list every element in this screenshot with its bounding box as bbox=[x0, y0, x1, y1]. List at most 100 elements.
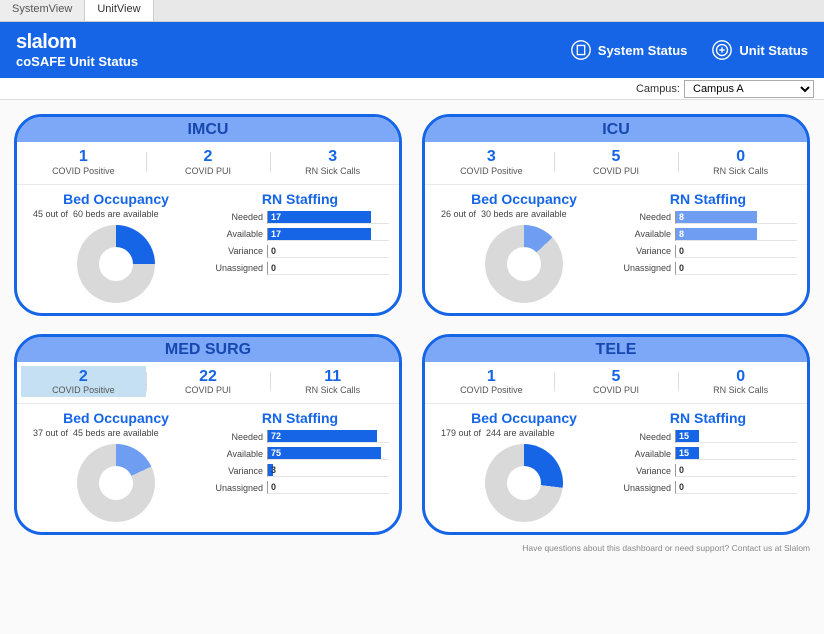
unit-title: TELE bbox=[425, 337, 807, 362]
staff-row: Needed 17 bbox=[211, 211, 389, 224]
staff-row: Needed 15 bbox=[619, 430, 797, 443]
building-icon bbox=[570, 39, 592, 61]
staff-row: Needed 8 bbox=[619, 211, 797, 224]
stat-value: 2 bbox=[25, 368, 142, 386]
staff-row-label: Available bbox=[619, 229, 671, 239]
rn-staffing: RN Staffing Needed 17 Available 17 Varia… bbox=[211, 191, 389, 303]
donut-chart bbox=[77, 444, 155, 522]
staff-bar: 8 bbox=[675, 228, 797, 241]
staff-bar-value: 0 bbox=[271, 245, 276, 258]
staff-bar: 17 bbox=[267, 211, 389, 224]
unit-card-imcu: IMCU 1 COVID Positive 2 COVID PUI 3 RN S… bbox=[14, 114, 402, 316]
staff-row-label: Needed bbox=[211, 432, 263, 442]
stat-covid-pui[interactable]: 22 COVID PUI bbox=[146, 366, 271, 398]
unit-title: IMCU bbox=[17, 117, 399, 142]
staff-bar-value: 8 bbox=[679, 228, 684, 241]
staff-row: Variance 3 bbox=[211, 464, 389, 477]
stat-rn-sick[interactable]: 3 RN Sick Calls bbox=[270, 146, 395, 178]
section-title: Bed Occupancy bbox=[435, 410, 613, 426]
staff-bar-value: 15 bbox=[679, 447, 689, 460]
staff-bar: 17 bbox=[267, 228, 389, 241]
staff-row-label: Unassigned bbox=[211, 263, 263, 273]
staff-bar-value: 75 bbox=[271, 447, 281, 460]
stat-label: RN Sick Calls bbox=[274, 385, 391, 395]
stat-label: COVID PUI bbox=[150, 385, 267, 395]
tab-systemview[interactable]: SystemView bbox=[0, 0, 85, 21]
staff-row-label: Available bbox=[211, 449, 263, 459]
staff-bar: 15 bbox=[675, 430, 797, 443]
staff-row-label: Needed bbox=[619, 432, 671, 442]
stat-covid-pui[interactable]: 5 COVID PUI bbox=[554, 366, 679, 398]
stat-covid-pui[interactable]: 2 COVID PUI bbox=[146, 146, 271, 178]
section-title: RN Staffing bbox=[619, 410, 797, 426]
stat-covid-positive[interactable]: 3 COVID Positive bbox=[429, 146, 554, 178]
staff-bar: 0 bbox=[675, 262, 797, 275]
unit-status-link[interactable]: Unit Status bbox=[711, 39, 808, 61]
bed-occupancy: Bed Occupancy 179 out of 244 are availab… bbox=[435, 410, 613, 522]
stats-row: 1 COVID Positive 2 COVID PUI 3 RN Sick C… bbox=[17, 142, 399, 185]
staff-row-label: Variance bbox=[619, 466, 671, 476]
donut-chart bbox=[485, 225, 563, 303]
stat-value: 5 bbox=[558, 368, 675, 386]
staff-row: Unassigned 0 bbox=[619, 481, 797, 494]
plus-circle-icon bbox=[711, 39, 733, 61]
staff-bar-value: 17 bbox=[271, 228, 281, 241]
rn-staffing: RN Staffing Needed 15 Available 15 Varia… bbox=[619, 410, 797, 522]
stat-covid-pui[interactable]: 5 COVID PUI bbox=[554, 146, 679, 178]
section-title: RN Staffing bbox=[211, 191, 389, 207]
stat-label: RN Sick Calls bbox=[274, 166, 391, 176]
staff-row-label: Needed bbox=[211, 212, 263, 222]
stat-value: 3 bbox=[433, 148, 550, 166]
staff-bar-value: 0 bbox=[679, 481, 684, 494]
tab-bar: SystemViewUnitView bbox=[0, 0, 824, 22]
stat-covid-positive[interactable]: 1 COVID Positive bbox=[21, 146, 146, 178]
rn-staffing: RN Staffing Needed 72 Available 75 Varia… bbox=[211, 410, 389, 522]
system-status-label: System Status bbox=[598, 43, 688, 58]
staff-bar-value: 0 bbox=[271, 481, 276, 494]
tab-unitview[interactable]: UnitView bbox=[85, 0, 153, 21]
staff-bar: 0 bbox=[675, 245, 797, 258]
occupancy-text: 179 out of 244 are available bbox=[435, 428, 613, 438]
stat-rn-sick[interactable]: 0 RN Sick Calls bbox=[678, 366, 803, 398]
stat-label: COVID Positive bbox=[25, 385, 142, 395]
stats-row: 1 COVID Positive 5 COVID PUI 0 RN Sick C… bbox=[425, 362, 807, 405]
staff-row-label: Available bbox=[211, 229, 263, 239]
staff-row: Unassigned 0 bbox=[211, 262, 389, 275]
stat-value: 5 bbox=[558, 148, 675, 166]
stat-rn-sick[interactable]: 11 RN Sick Calls bbox=[270, 366, 395, 398]
staff-row-label: Unassigned bbox=[619, 483, 671, 493]
stat-rn-sick[interactable]: 0 RN Sick Calls bbox=[678, 146, 803, 178]
section-title: RN Staffing bbox=[619, 191, 797, 207]
staff-row: Needed 72 bbox=[211, 430, 389, 443]
system-status-link[interactable]: System Status bbox=[570, 39, 688, 61]
staff-row: Available 17 bbox=[211, 228, 389, 241]
staff-row: Unassigned 0 bbox=[619, 262, 797, 275]
stat-covid-positive[interactable]: 1 COVID Positive bbox=[429, 366, 554, 398]
occupancy-text: 37 out of 45 beds are available bbox=[27, 428, 205, 438]
stat-value: 0 bbox=[682, 148, 799, 166]
section-title: Bed Occupancy bbox=[27, 410, 205, 426]
staff-bar-value: 17 bbox=[271, 211, 281, 224]
staff-bar: 0 bbox=[267, 245, 389, 258]
section-title: RN Staffing bbox=[211, 410, 389, 426]
stat-label: COVID Positive bbox=[25, 166, 142, 176]
staff-row: Unassigned 0 bbox=[211, 481, 389, 494]
bed-occupancy: Bed Occupancy 26 out of 30 beds are avai… bbox=[435, 191, 613, 303]
staff-row-label: Unassigned bbox=[619, 263, 671, 273]
stat-label: RN Sick Calls bbox=[682, 385, 799, 395]
staff-bar-value: 72 bbox=[271, 430, 281, 443]
stat-value: 11 bbox=[274, 368, 391, 386]
staff-row-label: Variance bbox=[211, 466, 263, 476]
campus-select[interactable]: Campus A bbox=[684, 80, 814, 98]
staff-bar: 75 bbox=[267, 447, 389, 460]
campus-bar: Campus: Campus A bbox=[0, 78, 824, 100]
staff-bar: 15 bbox=[675, 447, 797, 460]
staff-bar: 3 bbox=[267, 464, 389, 477]
unit-card-tele: TELE 1 COVID Positive 5 COVID PUI 0 RN S… bbox=[422, 334, 810, 536]
staff-bar-value: 3 bbox=[271, 464, 276, 477]
stat-value: 1 bbox=[25, 148, 142, 166]
occupancy-text: 26 out of 30 beds are available bbox=[435, 209, 613, 219]
staff-row-label: Variance bbox=[211, 246, 263, 256]
stat-covid-positive[interactable]: 2 COVID Positive bbox=[21, 366, 146, 398]
stats-row: 3 COVID Positive 5 COVID PUI 0 RN Sick C… bbox=[425, 142, 807, 185]
